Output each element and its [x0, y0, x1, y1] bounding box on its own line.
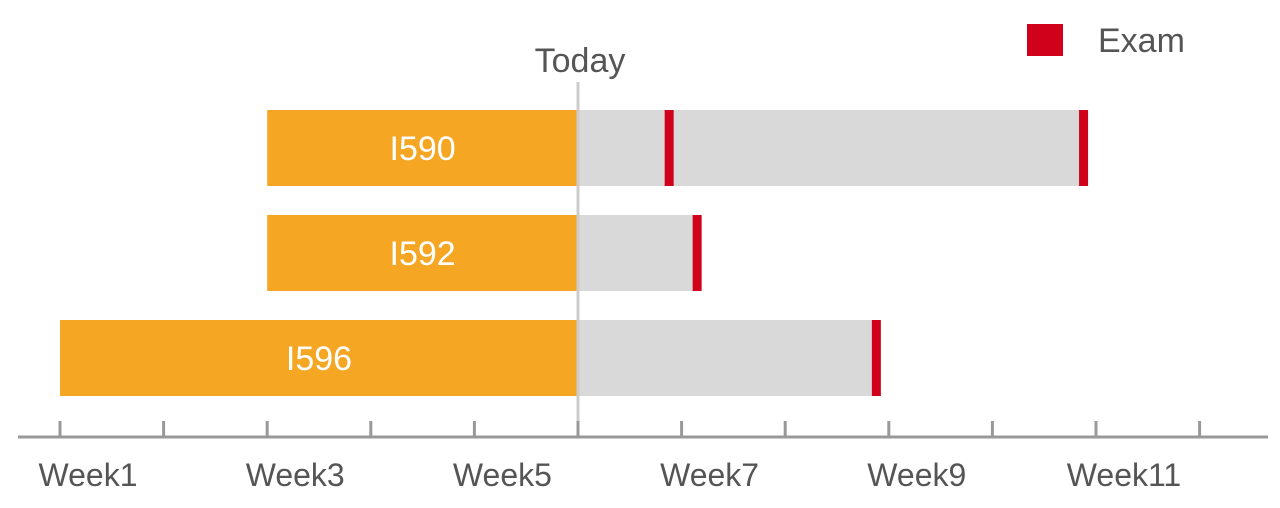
bar-remaining-i590: [578, 110, 1084, 186]
bar-remaining-i592: [578, 215, 698, 291]
x-tick-label: Week5: [453, 457, 552, 493]
bar-label-i590: I590: [390, 130, 456, 168]
bar-elapsed-i596: [60, 320, 578, 396]
bar-elapsed-i592: [267, 215, 578, 291]
today-label: Today: [535, 42, 626, 80]
bar-label-i596: I596: [286, 340, 352, 378]
x-tick-label: Week1: [38, 457, 137, 493]
exam-marker-i590-2: [1079, 110, 1089, 186]
x-tick-label: Week3: [246, 457, 345, 493]
x-tick-label: Week11: [1067, 457, 1181, 493]
x-ticks: [58, 421, 1202, 437]
x-tick-label: Week9: [867, 457, 966, 493]
bar-label-i592: I592: [390, 235, 456, 273]
exam-marker-i590-1: [664, 110, 674, 186]
exam-marker-i596-1: [871, 320, 881, 396]
legend-swatch-exam: [1027, 24, 1063, 56]
bar-elapsed-i590: [267, 110, 578, 186]
x-tick-label: Week7: [660, 457, 759, 493]
exam-marker-i592-1: [692, 215, 702, 291]
legend: Exam: [1027, 22, 1185, 60]
bars-layer: I590 I592 I596: [60, 110, 1089, 396]
bar-remaining-i596: [578, 320, 877, 396]
legend-label-exam: Exam: [1098, 22, 1185, 60]
x-tick-labels: Week1 Week3 Week5 Week7 Week9 Week11: [38, 457, 1181, 493]
